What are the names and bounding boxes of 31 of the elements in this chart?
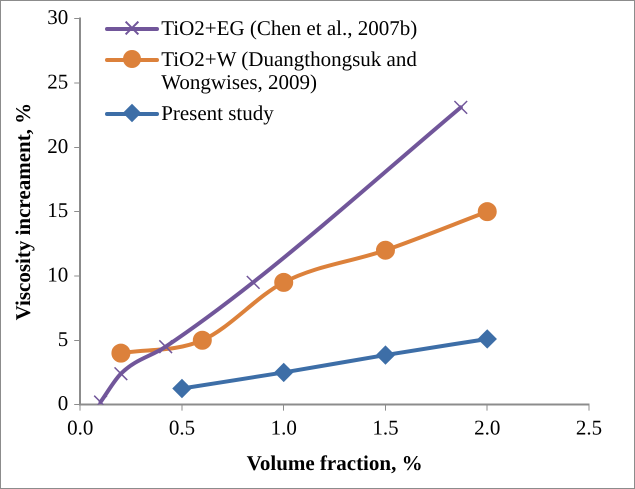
point: [454, 100, 468, 114]
point: [274, 272, 294, 292]
legend-label: Present study: [161, 100, 274, 125]
y-tick-label: 25: [47, 69, 68, 94]
point: [478, 202, 497, 222]
point: [172, 379, 192, 398]
x-tick-label: 1.0: [270, 416, 297, 440]
x-tick-label: 0.5: [168, 416, 196, 440]
point: [158, 340, 173, 354]
y-tick-label: 15: [47, 198, 68, 222]
point: [192, 330, 212, 350]
point: [246, 275, 260, 290]
point: [114, 366, 128, 381]
y-tick-label: 20: [47, 134, 68, 158]
y-axis-title: Viscosity increament, %: [11, 102, 36, 320]
point: [111, 344, 130, 363]
legend-label: TiO2+W (Duangthongsuk and Wongwises, 2009): [161, 46, 418, 94]
x-tick-label: 2.5: [576, 416, 602, 440]
y-tick-label: 0: [58, 391, 68, 416]
point: [376, 240, 395, 260]
x-tick-label: 0.0: [67, 416, 94, 440]
x-tick-label: 2.0: [474, 416, 500, 440]
point: [274, 362, 294, 382]
point: [376, 346, 395, 365]
x-axis-title: Volume fraction, %: [246, 450, 423, 475]
y-tick-label: 5: [58, 326, 68, 351]
point: [478, 329, 497, 348]
x-tick-label: 1.5: [372, 416, 399, 440]
y-tick-label: 30: [47, 5, 68, 30]
y-tick-label: 10: [47, 262, 68, 286]
legend-label: TiO2+EG (Chen et al., 2007b): [161, 16, 418, 40]
